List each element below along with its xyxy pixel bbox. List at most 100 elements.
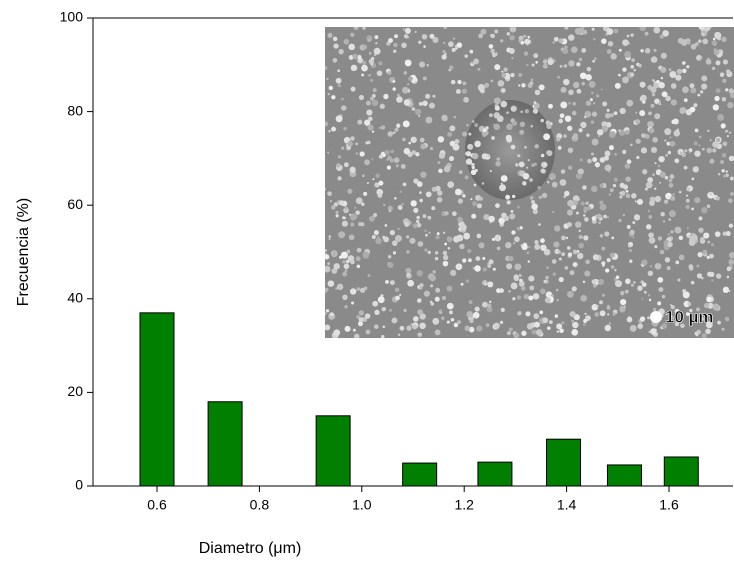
inset-dot: [464, 325, 470, 331]
inset-dot: [406, 235, 410, 239]
inset-dot: [513, 274, 519, 280]
inset-dot: [640, 147, 648, 154]
inset-dot: [422, 76, 427, 81]
inset-dot: [386, 158, 389, 161]
inset-dot: [341, 220, 348, 227]
inset-dot: [668, 210, 676, 218]
inset-dot: [556, 298, 560, 302]
inset-dot: [648, 127, 655, 134]
inset-dot: [674, 308, 680, 314]
inset-dot: [352, 328, 356, 332]
inset-dot: [434, 256, 439, 261]
inset-dot: [477, 83, 485, 91]
inset-dot: [511, 57, 514, 60]
inset-dot: [337, 69, 341, 73]
inset-dot: [680, 39, 688, 46]
inset-dot: [327, 191, 332, 196]
inset-dot: [671, 119, 676, 124]
inset-dot: [588, 80, 596, 88]
inset-dot: [576, 252, 584, 260]
inset-dot: [572, 200, 579, 206]
inset-dot: [417, 241, 424, 247]
inset-dot: [350, 64, 358, 71]
inset-dot: [368, 73, 372, 77]
inset-dot: [706, 296, 712, 303]
inset-dot: [428, 231, 431, 234]
inset-dot: [578, 242, 584, 249]
inset-dot: [389, 308, 392, 312]
inset-dot: [396, 96, 403, 103]
inset-dot: [573, 314, 580, 321]
inset-dot: [357, 54, 362, 60]
inset-dot: [366, 109, 373, 116]
inset-dot: [488, 44, 494, 49]
inset-dot: [715, 196, 720, 201]
inset-dot: [533, 162, 537, 166]
inset-dot: [706, 204, 711, 209]
inset-dot: [650, 56, 658, 63]
inset-dot: [724, 316, 730, 322]
inset-dot: [403, 308, 407, 313]
inset-dot: [406, 35, 409, 39]
inset-dot: [338, 48, 344, 55]
inset-dot: [491, 237, 496, 241]
inset-dot: [518, 73, 523, 78]
inset-dot: [720, 159, 725, 164]
inset-dot: [658, 81, 665, 89]
inset-dot: [710, 27, 713, 29]
inset-dot: [473, 58, 479, 65]
inset-dot: [411, 107, 416, 111]
inset-dot: [667, 150, 672, 155]
inset-dot: [400, 164, 406, 169]
inset-dot: [469, 49, 474, 54]
inset-dot: [416, 270, 423, 277]
inset-dot: [633, 214, 641, 221]
inset-dot: [578, 57, 583, 62]
inset-dot: [522, 173, 530, 180]
inset-dot: [622, 213, 626, 217]
inset-dot: [327, 92, 330, 96]
inset-dot: [648, 111, 652, 116]
inset-dot: [599, 310, 606, 317]
inset-dot: [335, 77, 342, 84]
inset-dot: [429, 274, 436, 282]
inset-dot: [542, 317, 549, 324]
inset-dot: [599, 200, 604, 205]
inset-dot: [644, 133, 650, 139]
inset-dot: [701, 207, 708, 214]
inset-dot: [462, 194, 466, 198]
inset-dot: [437, 136, 445, 143]
inset-dot: [641, 133, 646, 139]
inset-dot: [610, 53, 617, 60]
inset-dot: [455, 88, 461, 94]
inset-dot: [492, 267, 496, 271]
inset-dot: [438, 152, 446, 159]
inset-dot: [468, 132, 472, 136]
inset-dot: [393, 157, 400, 163]
inset-dot: [563, 78, 570, 86]
inset-dot: [457, 198, 463, 204]
inset-dot: [698, 27, 705, 30]
inset-dot: [580, 294, 587, 302]
inset-dot: [576, 88, 582, 94]
inset-dot: [657, 301, 662, 306]
inset-dot: [474, 123, 479, 128]
inset-dot: [670, 315, 675, 320]
inset-dot: [686, 65, 690, 69]
inset-dot: [552, 41, 555, 44]
inset-dot: [487, 303, 492, 308]
inset-dot: [352, 53, 359, 60]
inset-dot: [510, 107, 514, 111]
inset-dot: [596, 213, 602, 220]
inset-dot: [630, 33, 634, 37]
inset-dot: [606, 258, 611, 263]
inset-dot: [704, 27, 711, 32]
inset-dot: [517, 205, 520, 209]
inset-dot: [700, 317, 705, 321]
inset-dot: [516, 295, 522, 300]
inset-dot: [436, 196, 443, 203]
inset-dot: [615, 275, 620, 280]
inset-dot: [628, 244, 631, 248]
inset-dot: [511, 230, 516, 235]
inset-dot: [706, 255, 710, 259]
